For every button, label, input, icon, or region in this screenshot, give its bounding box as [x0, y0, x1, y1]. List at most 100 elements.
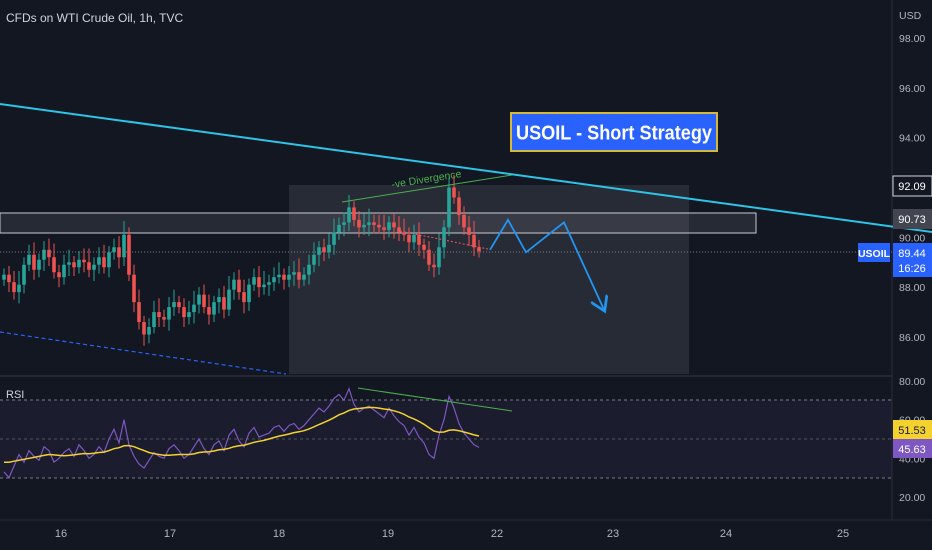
candle: [392, 222, 396, 228]
candle: [87, 262, 91, 270]
candle: [52, 257, 56, 273]
candle: [287, 274, 291, 280]
candle: [337, 224, 341, 233]
candles-group: [2, 175, 481, 346]
title-box-text: USOIL - Short Strategy: [516, 123, 713, 145]
descending-trendline[interactable]: [0, 103, 932, 233]
candle: [67, 262, 71, 265]
rsi-ma-badge-text: 51.53: [898, 425, 926, 437]
candle: [182, 307, 186, 318]
candle: [227, 289, 231, 310]
candle: [447, 187, 451, 228]
candle: [327, 244, 331, 253]
candle: [297, 272, 301, 280]
candle: [147, 327, 151, 335]
time-axis[interactable]: 16 17 18 19 22 23 24 25: [55, 528, 849, 540]
candle: [307, 264, 311, 275]
candle: [372, 222, 376, 225]
candle: [232, 279, 236, 290]
symbol-header[interactable]: CFDs on WTI Crude Oil, 1h, TVC: [6, 11, 183, 25]
candle: [457, 197, 461, 215]
rsi-ma-line[interactable]: [4, 406, 480, 463]
candle: [127, 234, 131, 275]
price-tick-label: 86.00: [899, 332, 925, 344]
candle: [72, 262, 76, 268]
candle: [427, 249, 431, 265]
last-price-text: 89.44: [898, 248, 926, 260]
candle: [117, 247, 121, 258]
symbol-badge: [858, 243, 890, 262]
candle: [107, 252, 111, 268]
candle: [132, 274, 136, 303]
candle: [342, 222, 346, 225]
candle: [402, 232, 406, 235]
candle: [27, 254, 31, 265]
rsi-divergence-line[interactable]: [357, 387, 513, 412]
candle: [412, 234, 416, 243]
candle: [77, 259, 81, 268]
time-tick-label: 18: [273, 528, 285, 540]
price-level-badge-1-text: 92.09: [898, 181, 926, 193]
price-level-badge-2: [893, 209, 932, 229]
candle: [22, 264, 26, 285]
candle: [442, 227, 446, 248]
price-pane[interactable]: [0, 0, 892, 375]
candle: [277, 274, 281, 278]
time-tick-label: 22: [491, 528, 503, 540]
price-level-badge-2-text: 90.73: [898, 214, 926, 226]
candle: [217, 297, 221, 303]
candle: [222, 297, 226, 310]
candle: [272, 277, 276, 283]
candle: [257, 277, 261, 288]
resistance-zone[interactable]: [0, 212, 757, 234]
candle: [202, 294, 206, 308]
time-tick-label: 16: [55, 528, 67, 540]
candle: [7, 274, 11, 283]
time-tick-label: 19: [382, 528, 394, 540]
price-divergence-line[interactable]: [341, 174, 513, 203]
projection-path[interactable]: [489, 218, 604, 310]
candle: [467, 227, 471, 235]
candle: [282, 274, 286, 280]
candle: [42, 249, 46, 260]
candle: [2, 274, 6, 280]
candle: [347, 207, 351, 223]
candle: [332, 232, 336, 245]
rsi-tick-label: 80.00: [899, 376, 925, 388]
candle: [62, 264, 66, 278]
candle: [237, 279, 241, 293]
rsi-pane-label[interactable]: RSI: [6, 389, 24, 401]
candle: [92, 264, 96, 270]
time-tick-label: 24: [720, 528, 732, 540]
candle: [252, 277, 256, 285]
candle: [292, 272, 296, 275]
candle: [12, 282, 16, 293]
candle: [407, 234, 411, 243]
candle: [262, 284, 266, 288]
lower-channel-line[interactable]: [0, 331, 287, 375]
candle: [17, 284, 21, 293]
candle: [152, 312, 156, 328]
price-divergence-dotted-line[interactable]: [399, 230, 489, 250]
rsi-line[interactable]: [3, 386, 480, 479]
candle: [32, 254, 36, 270]
candle: [137, 302, 141, 323]
price-level-badge-1: [892, 175, 932, 197]
candle: [312, 254, 316, 265]
candle: [37, 259, 41, 270]
candle: [302, 274, 306, 280]
candle: [472, 234, 476, 248]
symbol-badge-text: USOIL: [858, 248, 891, 260]
title-box[interactable]: [510, 112, 718, 152]
candle: [452, 187, 456, 198]
candle: [397, 227, 401, 233]
candle: [212, 302, 216, 315]
candle: [187, 312, 191, 318]
candle: [422, 244, 426, 250]
countdown-text: 16:26: [898, 263, 926, 275]
candle: [167, 307, 171, 320]
candle: [267, 282, 271, 285]
candle: [82, 259, 86, 263]
